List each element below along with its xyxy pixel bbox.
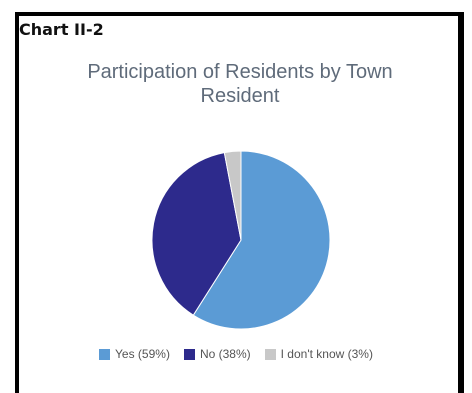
legend-swatch-yes [99, 348, 111, 360]
chart-label: Chart II-2 [19, 20, 104, 39]
legend-item-yes: Yes (59%) [99, 347, 170, 361]
legend-label-dont-know: I don't know (3%) [280, 347, 373, 361]
pie-slice-dont-know [223, 150, 242, 241]
legend-swatch-dont-know [264, 348, 276, 360]
chart-title-line-1: Participation of Residents by Town [87, 61, 393, 83]
legend-swatch-no [183, 348, 195, 360]
legend-label-no: No (38%) [199, 347, 251, 361]
legend-item-no: No (38%) [183, 347, 251, 361]
chart-title-line-2: Resident [200, 85, 280, 107]
legend-label-yes: Yes (59%) [115, 347, 170, 361]
pie-slice-no [151, 151, 242, 316]
pie-slice-yes [192, 150, 331, 330]
chart-title: Participation of Residents by Town Resid… [40, 60, 440, 108]
legend-item-dont-know: I don't know (3%) [264, 347, 373, 361]
chart-legend: Yes (59%) No (38%) I don't know (3%) [0, 347, 472, 361]
